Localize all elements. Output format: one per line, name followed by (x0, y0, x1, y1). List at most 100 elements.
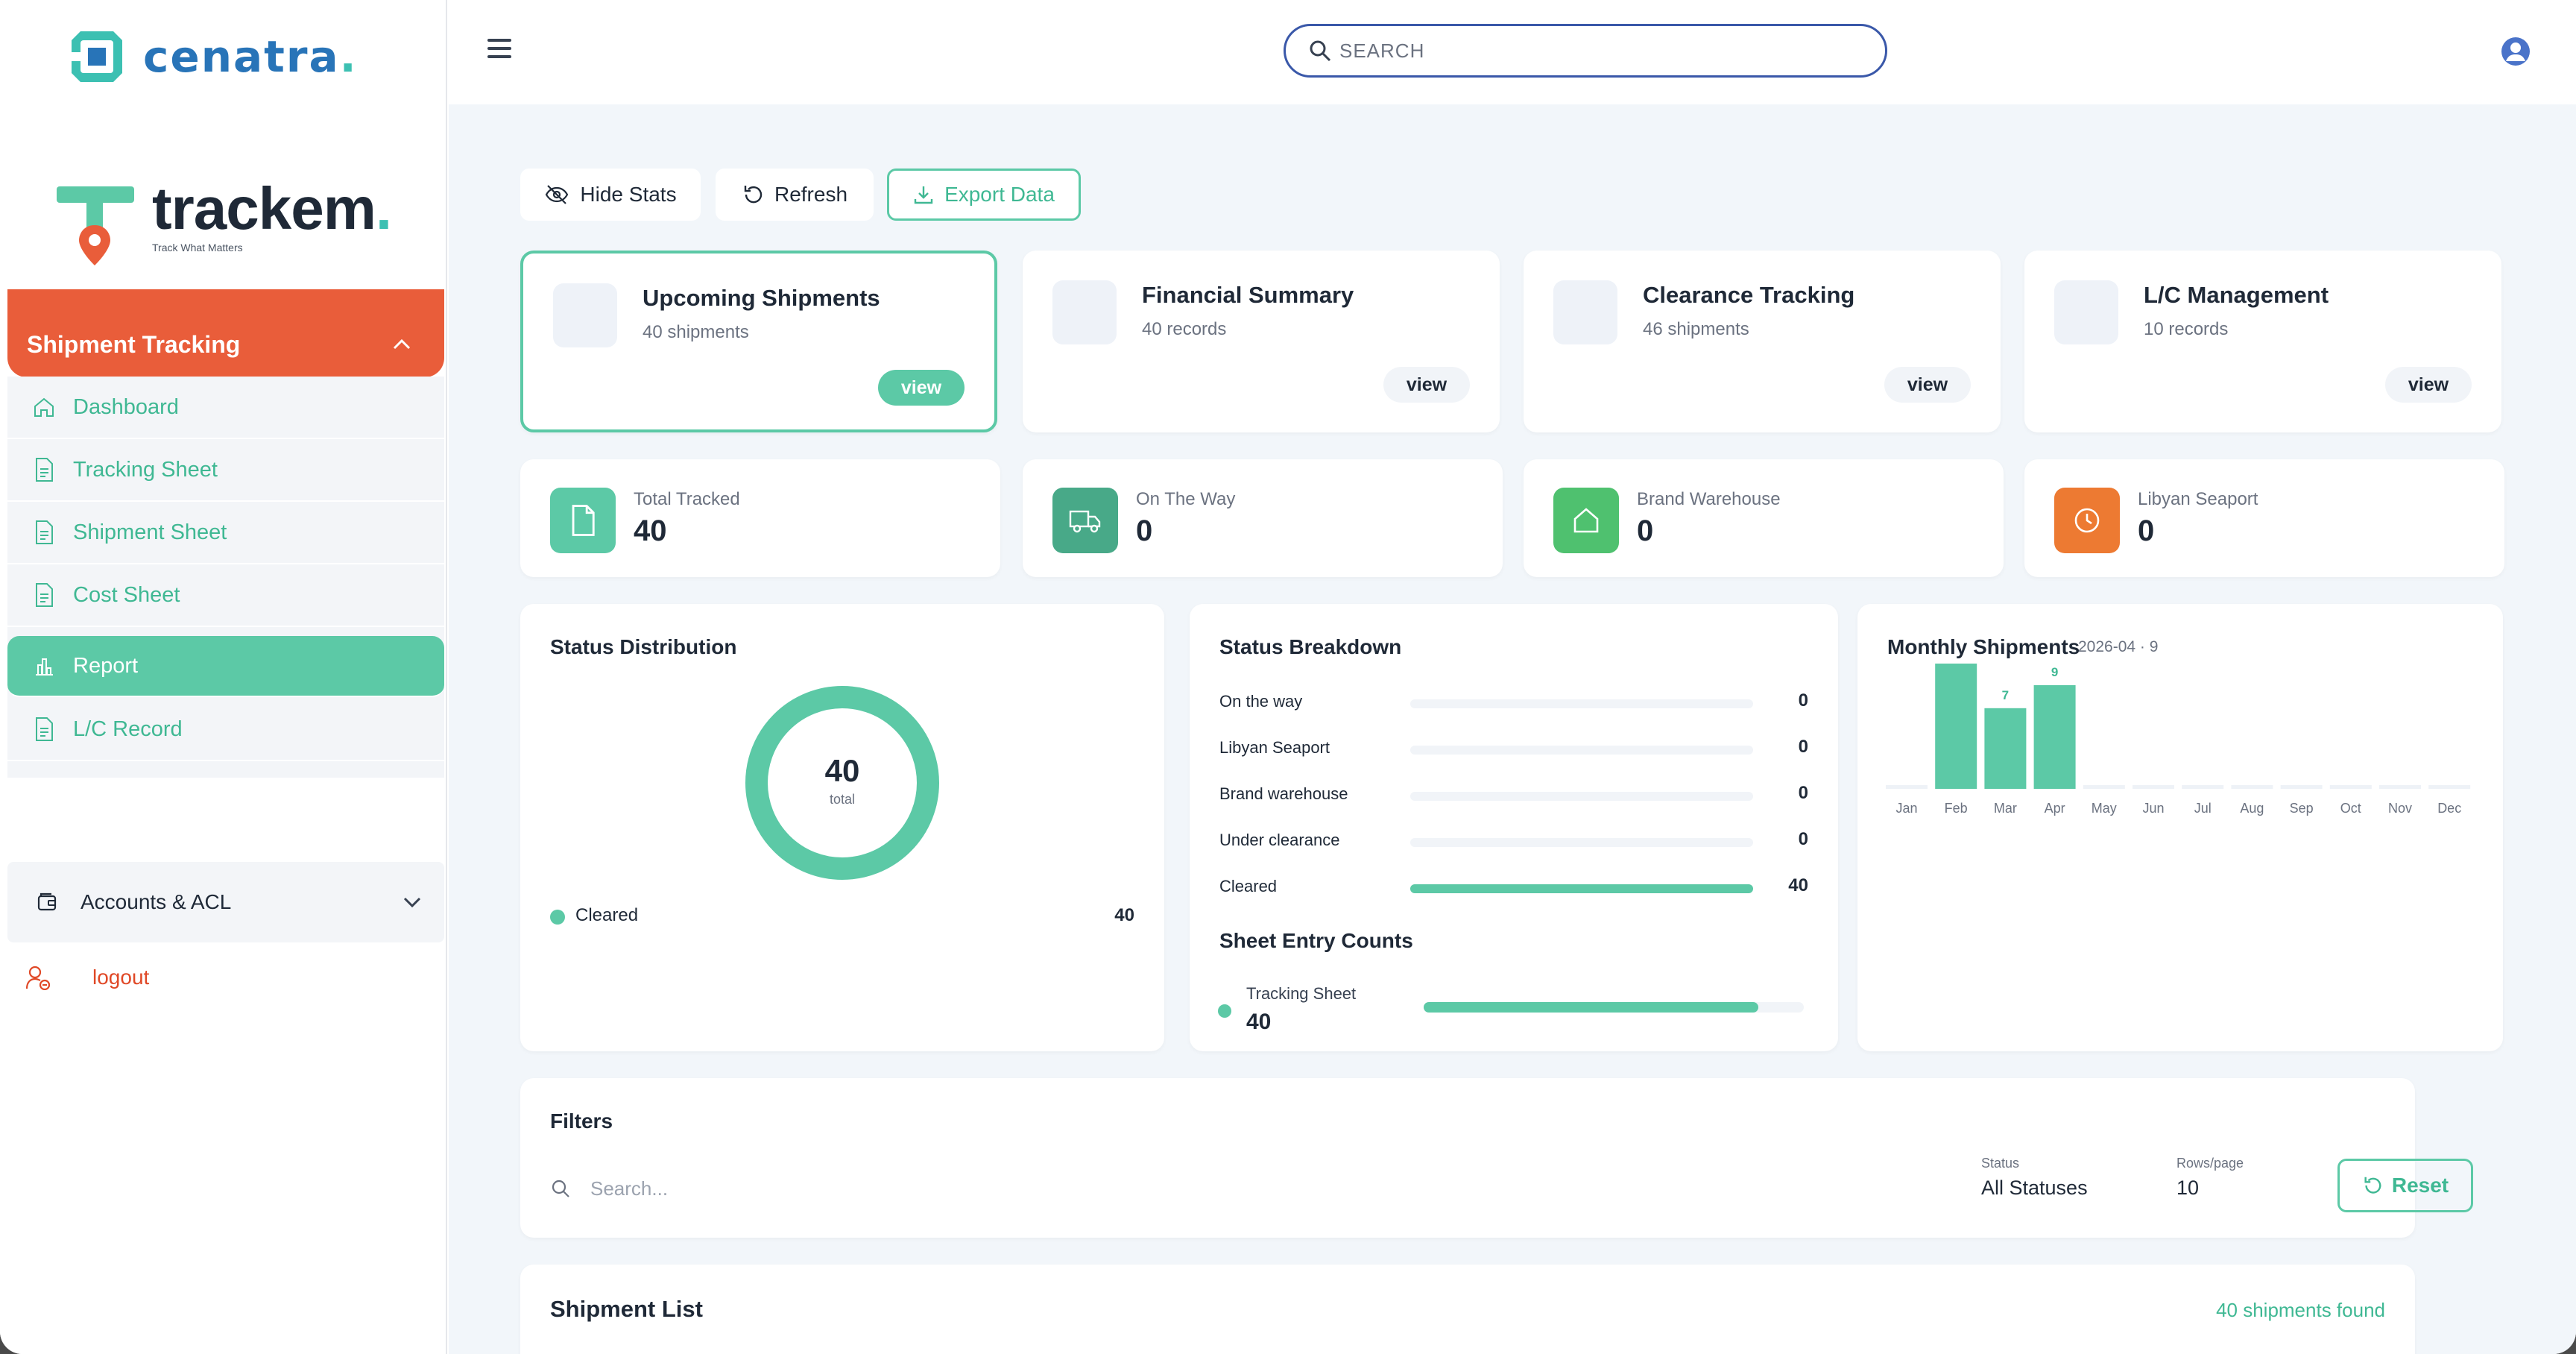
legend-label: Cleared (575, 905, 639, 925)
x-tick-label: Oct (2340, 801, 2361, 816)
view-button[interactable]: view (1383, 367, 1470, 403)
sidebar-item-cost-sheet[interactable]: Cost Sheet (7, 564, 444, 627)
x-tick-label: Apr (2045, 801, 2065, 816)
clearance-tracking-card[interactable]: Clearance Tracking 46 shipments view (1524, 251, 2001, 432)
rows-per-page-select[interactable]: 10 (2176, 1177, 2200, 1199)
upcoming-shipments-card[interactable]: Upcoming Shipments 40 shipments view (520, 251, 997, 432)
bar (2329, 785, 2372, 789)
view-button[interactable]: view (878, 370, 965, 406)
trackem-wordmark: trackem. (152, 175, 392, 242)
lc-management-card[interactable]: L/C Management 10 records view (2024, 251, 2501, 432)
shipment-count: 40 shipments found (2216, 1299, 2385, 1321)
x-tick-label: Feb (1945, 801, 1968, 816)
cenatra-logo[interactable]: cenatra. (66, 27, 358, 86)
bar (1935, 664, 1977, 789)
sidebar-item-lc-record[interactable]: L/C Record (7, 699, 444, 761)
sidebar-item-label: Cost Sheet (73, 582, 180, 607)
donut-chart (745, 686, 939, 880)
refresh-icon (2364, 1177, 2381, 1194)
sidebar-item-report[interactable]: Report (7, 636, 444, 697)
sidebar-nav: Dashboard Tracking Sheet Shipment Sheet … (7, 377, 444, 778)
x-tick-label: Jan (1895, 801, 1917, 816)
breakdown-value: 0 (1798, 783, 1808, 803)
search-icon (552, 1180, 569, 1197)
breakdown-value: 0 (1798, 829, 1808, 849)
breakdown-track (1410, 792, 1753, 801)
card-title: L/C Management (2144, 282, 2329, 308)
truck-icon (1052, 488, 1118, 553)
stat-total-tracked: Total Tracked 40 (520, 459, 1000, 577)
user-logout-icon (25, 966, 51, 990)
bar-chart-icon (36, 658, 53, 676)
breakdown-track (1410, 884, 1753, 893)
sidebar-item-label: Report (73, 653, 139, 678)
bar (2379, 785, 2421, 789)
breakdown-track (1410, 699, 1753, 708)
legend-swatch (550, 910, 565, 925)
shipment-tracking-section[interactable]: Shipment Tracking (7, 289, 444, 377)
panel-title: Status Distribution (550, 635, 737, 658)
filter-search-placeholder: Search... (590, 1177, 669, 1200)
filters-panel: Filters Search... Status All Statuses Ro… (520, 1078, 2473, 1238)
breakdown-value: 0 (1798, 737, 1808, 757)
sidebar: cenatra. trackem. Track What Matters Shi… (0, 0, 447, 1354)
sidebar-item-tracking-sheet[interactable]: Tracking Sheet (7, 439, 444, 502)
status-distribution-panel: Status Distribution 40 total Cleared 40 (520, 604, 1164, 1051)
sheet-progress-fill (1424, 1002, 1758, 1013)
status-filter-label: Status (1981, 1156, 2020, 1171)
donut-total-label: total (829, 792, 856, 807)
document-icon (36, 717, 53, 741)
chevron-up-icon (393, 338, 411, 350)
bar (2033, 684, 2076, 789)
rows-per-page-label: Rows/page (2176, 1156, 2244, 1171)
bar (2231, 785, 2273, 789)
x-tick-label: Jul (2194, 801, 2212, 816)
stat-label: Libyan Seaport (2138, 489, 2258, 509)
filter-search-input[interactable]: Search... (550, 1166, 1668, 1211)
chevron-down-icon (403, 897, 421, 908)
card-subtitle: 40 records (1142, 319, 1227, 339)
logout-button[interactable]: logout (25, 965, 149, 990)
breakdown-label: On the way (1219, 692, 1303, 711)
breakdown-label: Brand warehouse (1219, 784, 1348, 803)
accounts-acl-menu[interactable]: Accounts & ACL (7, 862, 444, 942)
status-filter-select[interactable]: All Statuses (1981, 1177, 2088, 1199)
reset-button[interactable]: Reset (2337, 1159, 2473, 1212)
stat-label: Total Tracked (634, 489, 740, 509)
hide-stats-button[interactable]: Hide Stats (520, 169, 701, 221)
export-data-label: Export Data (944, 183, 1055, 206)
clock-icon (2054, 488, 2120, 553)
search-placeholder: SEARCH (1339, 39, 1425, 62)
legend-value: 40 (1114, 905, 1134, 925)
export-data-button[interactable]: Export Data (887, 169, 1081, 221)
sidebar-item-dashboard[interactable]: Dashboard (7, 377, 444, 439)
shipment-list-panel: Shipment List 40 shipments found (520, 1265, 2415, 1354)
breakdown-row: Brand warehouse 0 (1219, 780, 1808, 810)
stat-value: 0 (1637, 514, 1654, 547)
status-breakdown-panel: Status Breakdown On the way 0 Libyan Seapo… (1190, 604, 1838, 1051)
view-button[interactable]: view (1884, 367, 1971, 403)
user-avatar-icon[interactable] (2500, 36, 2531, 67)
x-tick-label: Aug (2240, 801, 2264, 816)
section-title: Shipment Tracking (27, 331, 241, 358)
bar (2083, 785, 2125, 789)
sidebar-item-shipment-sheet[interactable]: Shipment Sheet (7, 502, 444, 564)
chart-subtitle: 2026-04 · 9 (2078, 638, 2159, 655)
x-tick-label: Jun (2142, 801, 2164, 816)
breakdown-track (1410, 746, 1753, 755)
download-icon (914, 186, 933, 204)
accounts-label: Accounts & ACL (80, 890, 232, 913)
trackem-logo[interactable]: trackem. Track What Matters (54, 175, 392, 268)
global-search-input[interactable]: SEARCH (1284, 24, 1887, 78)
hamburger-menu-icon[interactable] (487, 39, 511, 60)
document-icon (36, 583, 53, 607)
cenatra-logo-icon (66, 31, 122, 82)
view-button[interactable]: view (2385, 367, 2472, 403)
card-thumbnail (1052, 280, 1117, 344)
refresh-label: Refresh (774, 183, 848, 206)
stat-brand-warehouse: Brand Warehouse 0 (1524, 459, 2004, 577)
financial-summary-card[interactable]: Financial Summary 40 records view (1023, 251, 1500, 432)
panel-title: Status Breakdown (1219, 635, 1402, 658)
sheet-entry-title: Sheet Entry Counts (1219, 929, 1413, 952)
refresh-button[interactable]: Refresh (716, 169, 874, 221)
